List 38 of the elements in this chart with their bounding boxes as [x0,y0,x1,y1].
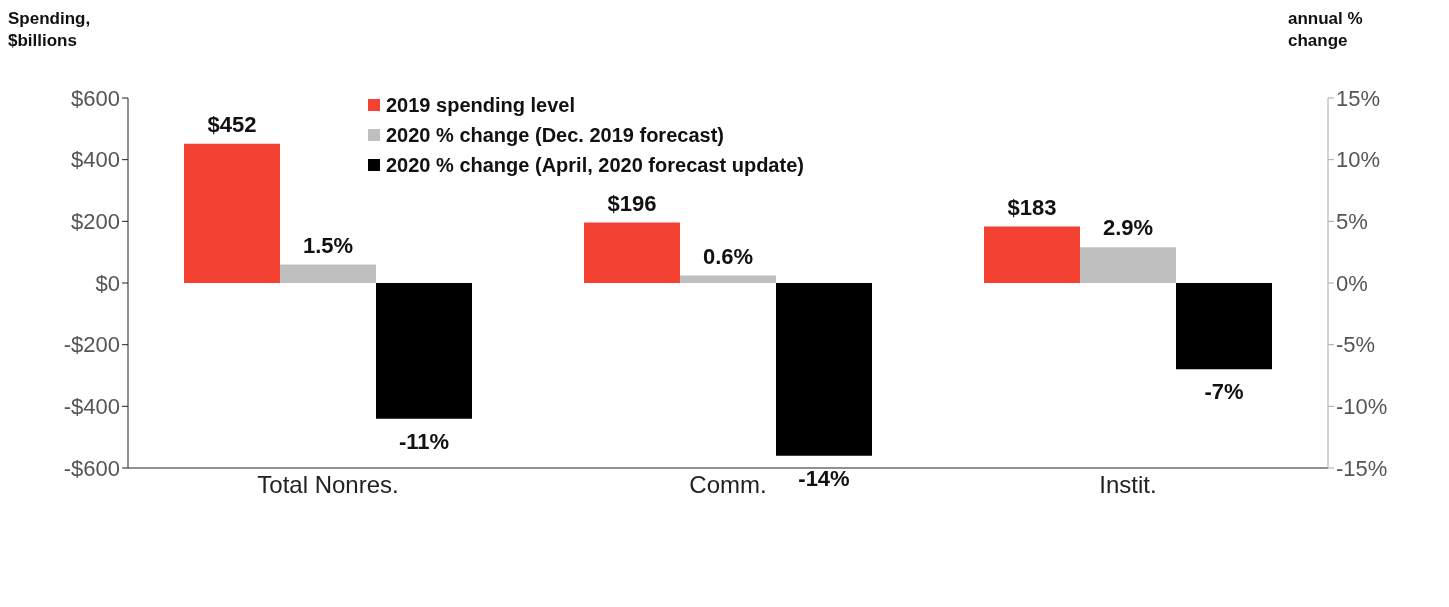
bar [680,275,776,283]
legend-label: 2020 % change (April, 2020 forecast update) [386,153,804,178]
data-label: -11% [398,428,450,454]
y2-tick-label: -10% [1336,394,1388,420]
bar [1176,283,1272,370]
bar [584,222,680,283]
y-tick-label: -$200 [63,332,120,358]
y2-tick-label: 0% [1336,270,1368,296]
y-tick-label: -$400 [63,394,120,420]
legend-label: 2019 spending level [386,93,575,118]
bar [280,264,376,283]
y2-tick-label: 10% [1336,147,1381,173]
y2-tick-label: -15% [1336,455,1388,481]
y2-tick-label: 15% [1336,85,1381,111]
y2-tick-label: 5% [1336,209,1368,235]
x-tick-label: Total Nonres. [257,471,399,499]
legend-label: 2020 % change (Dec. 2019 forecast) [386,123,724,148]
y2-axis-title: annual % change [1288,8,1364,52]
data-label: $452 [207,111,257,137]
bar [184,143,280,283]
data-label: 1.5% [302,232,354,258]
y-tick-label: $400 [71,147,120,173]
bar [376,283,472,419]
y-tick-label: $200 [71,209,120,235]
y-tick-label: $600 [71,85,120,111]
data-label: 2.9% [1102,215,1154,241]
y-axis-title: Spending, $billions [8,8,92,52]
data-label: 0.6% [702,243,754,269]
data-label: -7% [1204,379,1244,405]
y-tick-label: -$600 [63,455,120,481]
data-label: $196 [607,190,657,216]
y-tick-label: $0 [95,270,120,296]
x-tick-label: Instit. [1099,471,1157,499]
x-tick-label: Comm. [689,471,767,499]
data-label: $183 [1007,194,1057,220]
y2-tick-label: -5% [1336,332,1376,358]
bar [776,283,872,456]
data-label: -14% [798,465,850,491]
